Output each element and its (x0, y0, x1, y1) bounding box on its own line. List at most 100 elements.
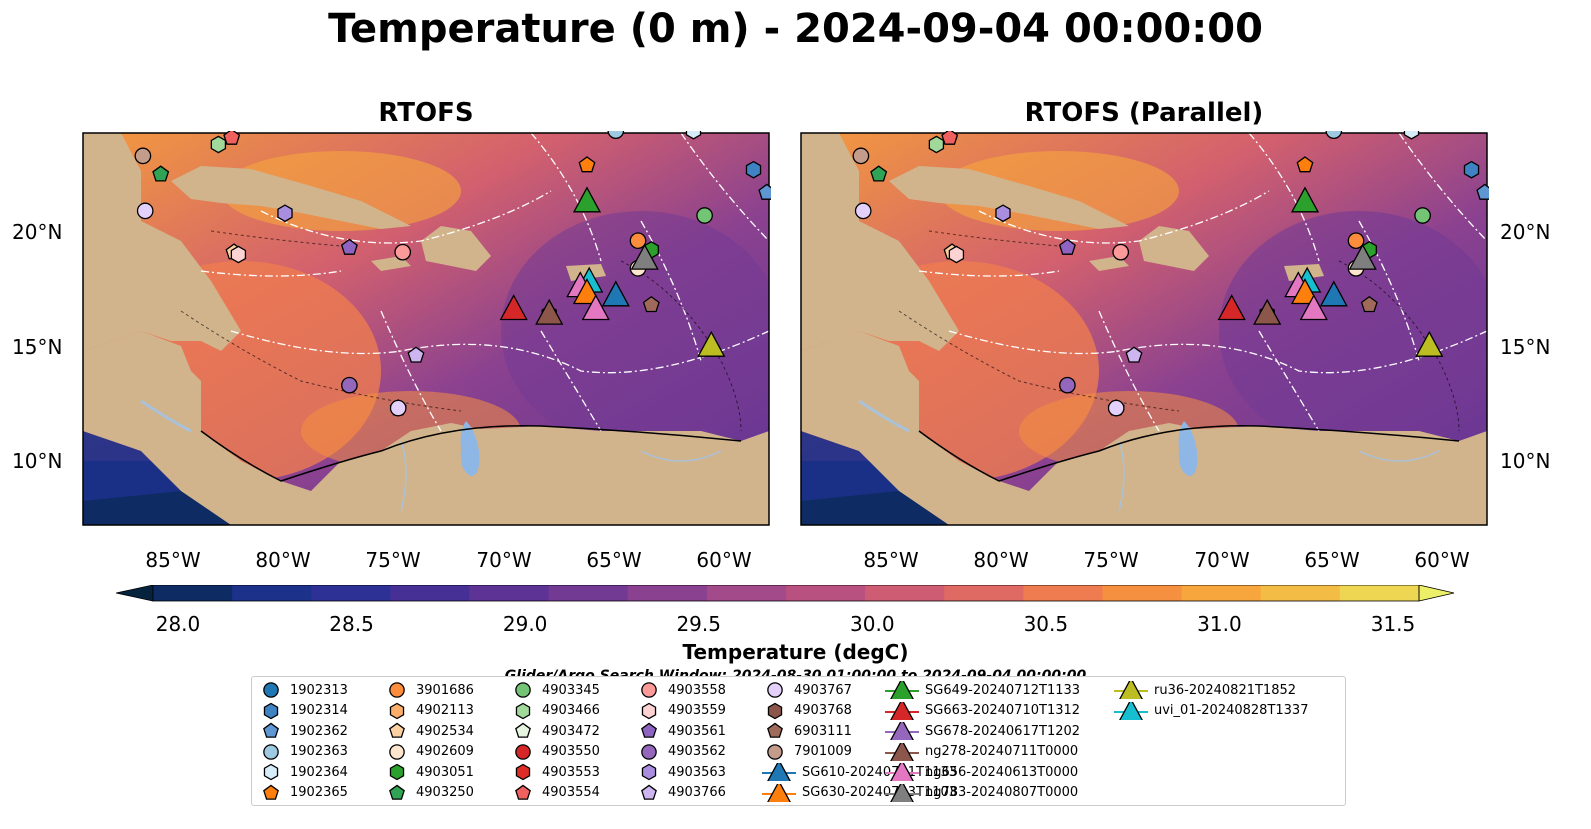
triangle-icon (885, 722, 919, 740)
legend-label: 4903472 (542, 723, 600, 739)
colorbar-cell (786, 585, 866, 601)
map-markers-rtofs-parallel (852, 131, 1489, 417)
legend-label: 1902314 (290, 703, 348, 718)
argo-marker-4903766 (1125, 346, 1143, 363)
legend-entry: SG663-20240710T1312 (885, 701, 1080, 720)
argo-marker-4903466 (210, 135, 227, 154)
legend-label: SG610-20240711T1133 (802, 764, 958, 780)
panel-title-rtofs-parallel: RTOFS (Parallel) (1024, 98, 1264, 128)
legend-label: ng656-20240613T0000 (925, 764, 1079, 780)
legend-entry: 4903559 (636, 702, 726, 720)
legend-entry: uvi_01-20240828T1337 (1114, 701, 1308, 720)
circle-icon (263, 743, 279, 760)
colorbar-cell (1260, 585, 1341, 601)
glider-marker-ru36-20240821T1852 (697, 330, 726, 357)
hexagon-icon (263, 763, 279, 781)
legend-entry: 4903250 (384, 784, 474, 802)
legend-label: 1902362 (290, 723, 348, 739)
legend-label: 4903563 (668, 764, 726, 780)
pentagon-icon (263, 722, 279, 738)
colorbar-tick-label: 31.5 (1370, 612, 1416, 636)
argo-marker-4903554 (941, 131, 959, 145)
panel-title-rtofs: RTOFS (378, 98, 474, 128)
legend-label: SG630-20240713T1103 (802, 785, 958, 800)
lon-label-75w: 75°W (365, 548, 421, 572)
circle-icon (641, 743, 657, 760)
colorbar-cell (1339, 585, 1420, 601)
legend-label: 4903767 (794, 682, 852, 698)
colorbar-cell (1102, 585, 1183, 601)
glider-marker-ng783-20240807T0000 (1348, 243, 1377, 270)
colorbar-cell (1023, 585, 1104, 601)
argo-marker-4903767 (136, 202, 154, 220)
argo-marker-4903559 (948, 245, 965, 264)
argo-marker-1902363 (1325, 131, 1343, 140)
legend-entry: 1902363 (258, 743, 348, 761)
lat-label-10n-right: 10°N (1500, 449, 1551, 473)
colorbar-cell (1181, 585, 1262, 601)
legend-label: 4903562 (668, 744, 726, 759)
argo-marker-4903250 (152, 165, 170, 182)
argo-marker-1902362 (758, 183, 771, 200)
legend-label: ru36-20240821T1852 (1154, 682, 1297, 698)
colorbar-extend-max (1418, 585, 1455, 602)
pentagon-icon (389, 784, 405, 800)
legend-entry: 4902534 (384, 722, 474, 740)
legend-entry: 4902113 (384, 702, 474, 720)
map-panel-rtofs (82, 131, 771, 526)
figure-title: Temperature (0 m) - 2024-09-04 00:00:00 (328, 6, 1263, 52)
argo-marker-4903550 (389, 399, 407, 417)
lon-label-75w-p2: 75°W (1083, 548, 1139, 572)
legend-entry: SG678-20240617T1202 (885, 722, 1080, 740)
lon-label-80w: 80°W (255, 548, 311, 572)
colorbar (116, 585, 1455, 602)
triangle-icon (762, 783, 796, 802)
argo-marker-1902364 (1403, 131, 1420, 140)
pentagon-icon (389, 722, 405, 738)
lat-label-10n: 10°N (12, 449, 63, 473)
glider-marker-ng656-20240613T0000-b (581, 294, 610, 321)
legend-entry: 6903111 (762, 722, 852, 740)
argo-marker-4903562 (341, 376, 358, 394)
lat-label-15n-right: 15°N (1500, 335, 1551, 359)
lon-label-60w: 60°W (696, 548, 752, 572)
colorbar-tick-label: 28.5 (329, 612, 374, 636)
argo-marker-4903466 (928, 135, 945, 154)
glider-marker-SG649-20240712T1133 (1290, 186, 1320, 213)
hexagon-icon (389, 702, 405, 719)
colorbar-cell (865, 585, 945, 601)
glider-marker-ru36-20240821T1852 (1415, 330, 1444, 357)
circle-icon (263, 682, 279, 698)
pentagon-icon (767, 722, 783, 738)
map-panel-rtofs-parallel (800, 131, 1489, 526)
pentagon-icon (263, 784, 279, 800)
glider-marker-SG610-20240711T1133 (1319, 280, 1348, 307)
legend-label: 4902609 (416, 744, 474, 759)
legend-entry: 4903550 (510, 743, 600, 761)
legend-label: 4903345 (542, 682, 600, 698)
legend: 1902313 1902314 1902362 1902363 1902364 19023… (251, 676, 1346, 806)
pentagon-icon (641, 784, 657, 800)
argo-marker-4903345 (696, 207, 713, 224)
legend-label: 4903550 (542, 744, 600, 759)
argo-marker-4903562 (1059, 376, 1076, 394)
legend-entry: 4903562 (636, 743, 726, 761)
colorbar-tick-label: 29.5 (676, 612, 721, 636)
triangle-icon (885, 701, 919, 720)
argo-marker-4903767 (854, 202, 872, 220)
glider-marker-SG663-20240710T1312 (1217, 294, 1246, 321)
legend-entry: 4903554 (510, 784, 600, 802)
glider-marker-ng656-20240613T0000-b (1299, 294, 1328, 321)
argo-marker-4903554 (223, 131, 241, 145)
legend-entry: 4903766 (636, 784, 726, 802)
legend-entry: 4903051 (384, 763, 474, 781)
legend-label: 4903250 (416, 785, 474, 800)
legend-label: 4903558 (668, 682, 726, 698)
colorbar-tick-label: 28.0 (155, 612, 201, 636)
triangle-icon (885, 681, 919, 699)
circle-icon (389, 682, 405, 698)
argo-marker-1902363 (607, 131, 625, 140)
map-markers-rtofs (134, 131, 771, 417)
legend-entry: 3901686 (384, 681, 474, 699)
pentagon-icon (641, 722, 657, 738)
